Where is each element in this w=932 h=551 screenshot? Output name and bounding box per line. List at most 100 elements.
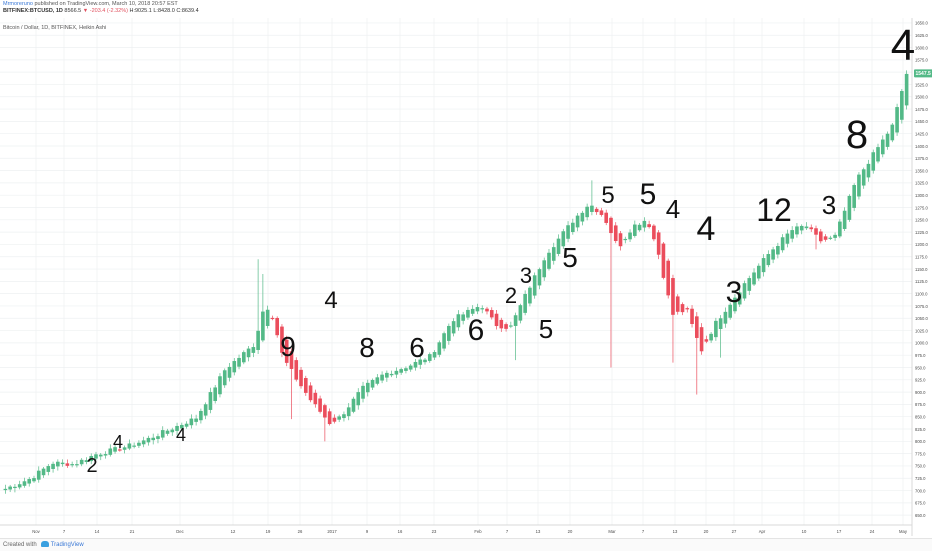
price-tick-label: 1475.0 [915,107,928,112]
candle-body [3,488,8,491]
candle-body [98,454,103,457]
handwritten-count-label: 9 [280,331,296,362]
tradingview-brand[interactable]: TradingView [50,542,84,548]
candle-body [847,195,852,220]
price-axis[interactable]: 650.0 675.0 700.0 725.0 750.0 775.0 800.0 825.0… [915,21,928,518]
price-tick-label: 750.0 [915,464,926,469]
price-tick-label: 1600.0 [915,45,928,50]
price-tick-label: 925.0 [915,378,926,383]
handwritten-count-label: 2 [505,283,517,308]
candle-body [261,311,265,341]
price-tick-label: 1375.0 [915,156,928,161]
time-axis[interactable]: Nov 7 14 21 Dec 12 19 26 2017 9 16 23 Feb 7 13 20 Mar 7 13… [32,529,908,534]
candle-body [194,418,198,422]
time-tick-label: Mar [608,529,616,534]
price-tick-label: 1150.0 [915,267,928,272]
price-tick-label: 875.0 [915,402,926,407]
candle-body [838,221,842,237]
candle-body [804,226,809,229]
time-tick-label: 7 [63,529,66,534]
candle-body [880,139,885,155]
price-tick-label: 1650.0 [915,21,928,26]
candle-body [256,330,260,350]
open-value: 8566.5 [64,8,82,14]
candle-body [737,292,742,305]
candle-body [94,454,98,459]
candle-body [709,333,713,341]
candle-body [718,318,723,330]
candle-body [89,456,94,462]
time-tick-label: Dec [176,529,183,534]
price-tick-label: 1075.0 [915,304,928,309]
tradingview-logo-icon [40,541,49,547]
candle-body [332,417,337,422]
candle-body [785,233,790,244]
candle-body [13,486,17,489]
candle-body [413,361,418,368]
candle-body [165,430,170,434]
candle-body [532,275,537,296]
candle-body [222,370,227,386]
candle-body [628,232,632,240]
candle-body [685,308,690,310]
candle-body [170,429,175,433]
candle-body [84,460,89,463]
candle-body [46,466,51,472]
candle-body [575,215,580,228]
candle-body [79,459,84,465]
symbol-text: BITFINEX:BTCUSD, 1D [3,8,63,14]
candle-body [127,443,132,449]
time-tick-label: 26 [298,529,303,534]
handwritten-count-label: 4 [891,21,915,70]
time-tick-label: 20 [704,529,709,534]
candle-body [642,220,647,228]
candle-body [652,225,656,240]
candle-body [141,440,146,445]
candle-body [509,325,513,327]
candle-body [475,307,480,312]
candle-body [756,265,761,279]
candle-body [146,437,151,443]
candle-body [432,352,437,358]
candle-body [275,317,279,336]
last-price-value: 1547.5 [916,71,932,77]
candle-body [842,210,847,229]
time-tick-label: 21 [130,529,135,534]
candle-body [346,407,351,417]
candle-body [418,359,423,365]
price-tick-label: 1450.0 [915,119,928,124]
candle-body [661,243,666,278]
candle-body [270,317,275,320]
time-tick-label: May [899,529,908,534]
price-tick-label: 1100.0 [915,291,928,296]
price-tick-label: 725.0 [915,476,926,481]
candle-body [160,430,165,438]
candle-body [666,260,671,296]
candle-body [599,210,604,215]
published-text: published on TradingView.com, March 10, … [34,1,178,7]
price-tick-label: 1275.0 [915,205,928,210]
candle-body [251,347,256,353]
handwritten-count-label: 3 [822,190,836,220]
candle-body [728,304,732,318]
price-tick-label: 650.0 [915,513,926,518]
handwritten-count-label: 8 [359,332,375,363]
candle-body [189,418,194,426]
candle-body [680,304,685,313]
candle-body [394,370,399,375]
candle-body [108,448,113,455]
candle-body [65,463,70,466]
candle-body [303,378,308,393]
footer-bar: Created with TradingView [0,538,932,551]
candle-body [675,296,680,312]
price-tick-label: 1200.0 [915,242,928,247]
price-tick-label: 775.0 [915,451,926,456]
candle-body [618,233,623,247]
candle-body [246,348,251,358]
price-tick-label: 1425.0 [915,131,928,136]
author-link[interactable]: Mrmoreruno [3,1,33,7]
candle-body [380,374,384,381]
candle-body [795,226,799,235]
